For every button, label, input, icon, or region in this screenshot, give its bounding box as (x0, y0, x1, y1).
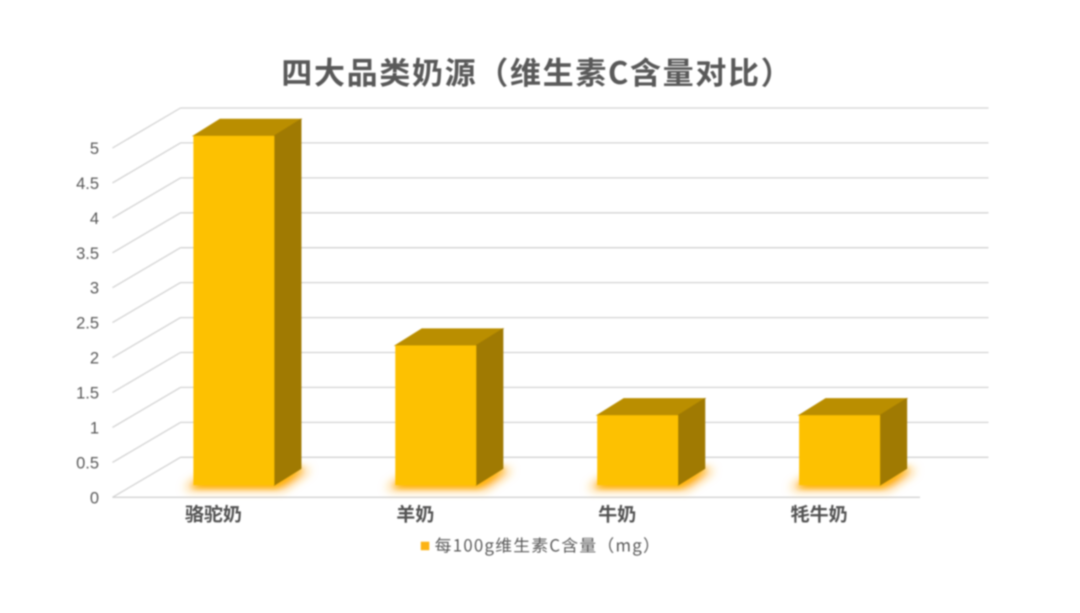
svg-text:0.5: 0.5 (76, 454, 99, 472)
svg-text:4: 4 (90, 210, 99, 228)
svg-text:1: 1 (90, 419, 99, 437)
svg-text:4.5: 4.5 (76, 175, 99, 193)
svg-text:1.5: 1.5 (76, 385, 99, 403)
svg-text:2.5: 2.5 (76, 315, 99, 333)
svg-text:3.5: 3.5 (76, 245, 99, 263)
svg-text:3: 3 (90, 280, 99, 298)
svg-text:0: 0 (90, 489, 99, 507)
svg-text:2: 2 (90, 350, 99, 368)
svg-text:5: 5 (90, 140, 99, 158)
